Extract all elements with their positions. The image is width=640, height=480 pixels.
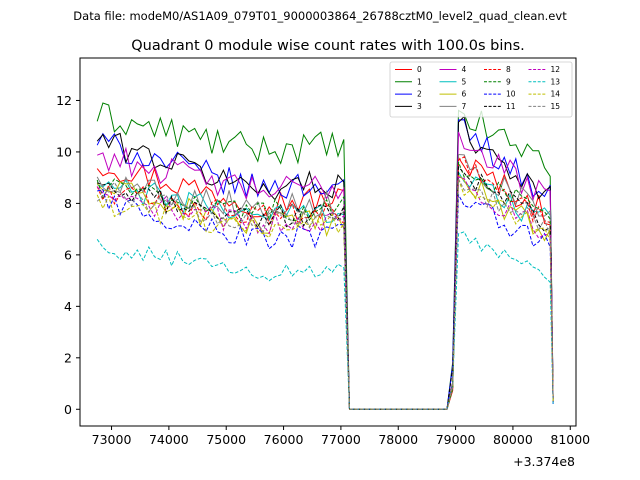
- y-tick-label: 0: [64, 402, 72, 417]
- series-line-15: [96, 178, 554, 410]
- x-tick-label: 80000: [493, 432, 533, 447]
- x-tick-label: 78000: [378, 432, 418, 447]
- legend-label-3: 3: [417, 102, 422, 111]
- y-tick-label: 4: [64, 299, 72, 314]
- y-tick-label: 2: [64, 350, 72, 365]
- series-line-8: [96, 156, 554, 410]
- legend-label-15: 15: [551, 102, 561, 111]
- legend-label-11: 11: [506, 102, 516, 111]
- series-line-12: [96, 176, 554, 410]
- legend-label-13: 13: [551, 77, 561, 86]
- y-tick-label: 8: [64, 196, 72, 211]
- y-tick-label: 12: [56, 93, 72, 108]
- series-line-10: [97, 188, 554, 410]
- chart-title: Quadrant 0 module wise count rates with …: [131, 38, 525, 54]
- legend-label-12: 12: [551, 65, 561, 74]
- x-tick-label: 77000: [321, 432, 361, 447]
- x-tick-label: 79000: [436, 432, 476, 447]
- legend-label-7: 7: [462, 102, 467, 111]
- legend-label-1: 1: [417, 77, 422, 86]
- series-line-14: [96, 179, 554, 410]
- plot-frame: [79, 57, 577, 427]
- series-line-3: [96, 115, 554, 410]
- y-tick-label: 10: [56, 144, 72, 159]
- legend-label-4: 4: [462, 65, 467, 74]
- series-line-11: [97, 165, 554, 410]
- legend-label-5: 5: [462, 77, 467, 86]
- legend-box: [389, 61, 573, 118]
- chart-suptitle: Data file: modeM0/AS1A09_079T01_90000038…: [73, 9, 567, 23]
- legend-label-8: 8: [506, 65, 511, 74]
- series-line-4: [97, 131, 554, 410]
- series-line-0: [96, 155, 554, 410]
- series-line-1: [96, 102, 554, 410]
- x-offset-label: +3.374e8: [513, 454, 575, 469]
- x-tick-label: 81000: [550, 432, 590, 447]
- legend-label-9: 9: [506, 77, 511, 86]
- y-tick-label: 6: [64, 247, 72, 262]
- legend-label-0: 0: [417, 65, 422, 74]
- x-tick-label: 75000: [206, 432, 246, 447]
- y-axis: 0 2 4 6 8 10 12: [56, 93, 80, 417]
- legend-label-6: 6: [462, 90, 467, 99]
- x-tick-label: 73000: [92, 432, 132, 447]
- series-line-13: [96, 231, 554, 410]
- legend-label-14: 14: [551, 90, 561, 99]
- legend-label-2: 2: [417, 90, 422, 99]
- series-line-2: [96, 119, 554, 410]
- series-layer: [96, 102, 554, 410]
- x-tick-label: 76000: [264, 432, 304, 447]
- x-tick-label: 74000: [149, 432, 189, 447]
- x-axis: 73000 74000 75000 76000 77000 78000 79000 80000…: [92, 426, 590, 447]
- legend-label-10: 10: [506, 90, 516, 99]
